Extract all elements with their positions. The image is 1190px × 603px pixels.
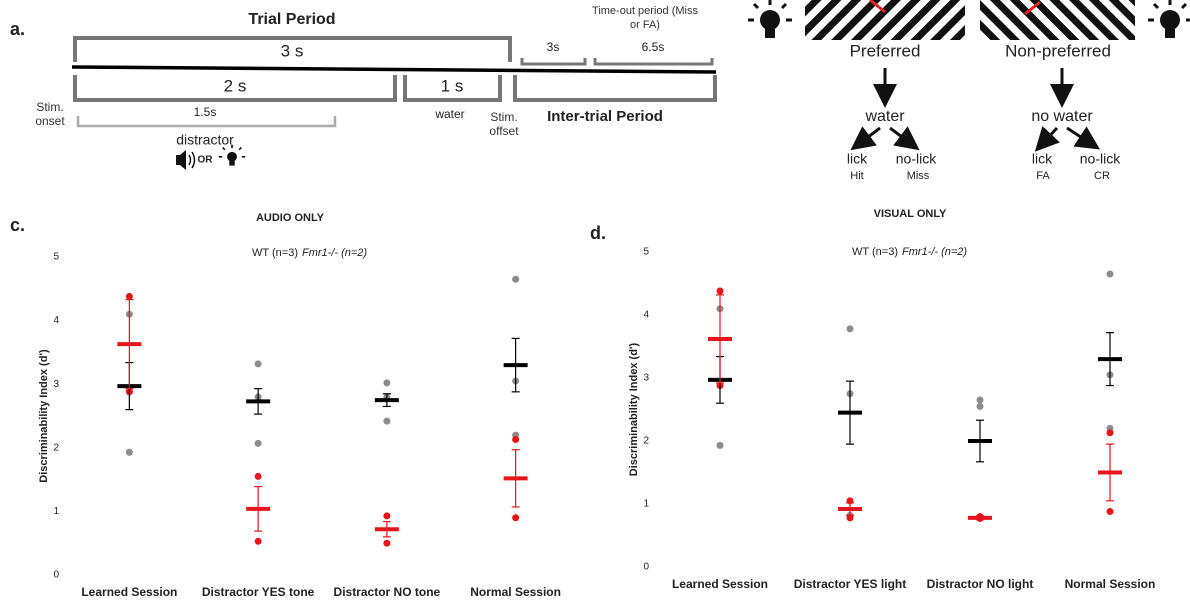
result: Miss	[907, 170, 930, 182]
annotation: Time-out period (Miss or FA)	[592, 5, 698, 31]
data-point	[976, 402, 984, 410]
duration: 6.5s	[642, 40, 665, 54]
x-tick-label: Distractor NO light	[927, 577, 1034, 591]
event-label: Stim. offset	[489, 110, 519, 138]
duration: 3 s	[281, 41, 304, 60]
x-tick-label: Learned Session	[672, 577, 768, 591]
data-point	[512, 514, 520, 522]
grating	[980, 0, 1135, 40]
data-point	[846, 514, 854, 522]
x-tick-label: Learned Session	[81, 585, 177, 599]
x-tick-label: Distractor YES tone	[202, 585, 315, 599]
event-label: water	[434, 107, 464, 121]
y-tick-label: 5	[53, 252, 59, 263]
panel-label: d.	[590, 223, 606, 243]
y-axis-label: Discriminability Index (d')	[628, 342, 640, 476]
outcome: water	[864, 108, 905, 125]
data-point	[512, 436, 520, 444]
y-tick-label: 5	[643, 247, 649, 258]
duration: 2 s	[224, 76, 247, 95]
y-axis-label: Discriminability Index (d')	[38, 349, 50, 483]
direction-arrow	[869, 0, 886, 14]
response: lick	[847, 151, 868, 167]
response: lick	[1032, 151, 1053, 167]
data-point	[1106, 429, 1114, 437]
data-point	[976, 396, 984, 404]
x-tick-label: Distractor NO tone	[334, 585, 441, 599]
y-tick-label: 1	[53, 506, 59, 517]
panel-label: c.	[10, 215, 25, 235]
outcome: no water	[1031, 108, 1093, 125]
bulb-icon	[1148, 0, 1190, 38]
data-point	[383, 512, 391, 520]
legend-entry: Fmr1-/- (n=2)	[902, 246, 967, 258]
x-tick-label: Distractor YES light	[794, 577, 906, 591]
data-point	[512, 275, 520, 283]
duration: 1 s	[441, 76, 464, 95]
data-point	[254, 360, 262, 368]
data-point	[846, 325, 854, 333]
timeline	[73, 36, 717, 128]
y-tick-label: 2	[53, 442, 59, 453]
chart-title: VISUAL ONLY	[874, 208, 947, 220]
bulb-icon	[218, 144, 246, 166]
data-point	[1106, 508, 1114, 516]
legend-entry: WT (n=3)	[852, 246, 898, 258]
result: Hit	[850, 170, 863, 182]
legend-entry: Fmr1-/- (n=2)	[302, 247, 367, 259]
response: no-lick	[1080, 151, 1121, 167]
result: CR	[1094, 170, 1110, 182]
direction-arrow	[1024, 0, 1041, 16]
x-tick-label: Normal Session	[470, 585, 561, 599]
y-tick-label: 3	[53, 379, 59, 390]
y-tick-label: 2	[643, 436, 649, 447]
duration: 1.5s	[194, 105, 217, 119]
speaker-icon	[176, 150, 196, 170]
legend-entry: WT (n=3)	[252, 247, 298, 259]
data-point	[383, 417, 391, 425]
data-point	[383, 539, 391, 547]
stimulus-label: Non-preferred	[1005, 41, 1111, 60]
time-axis	[71, 65, 717, 74]
bulb-icon	[748, 0, 792, 38]
period-label: Inter-trial Period	[547, 108, 663, 125]
response: no-lick	[896, 151, 937, 167]
y-tick-label: 0	[643, 562, 649, 573]
data-point	[254, 537, 262, 545]
data-point	[254, 472, 262, 480]
duration: 3s	[547, 40, 560, 54]
x-tick-label: Normal Session	[1065, 577, 1156, 591]
chart-title: AUDIO ONLY	[256, 212, 325, 224]
y-tick-label: 4	[643, 310, 649, 321]
data-point	[383, 379, 391, 387]
flow-arrows	[850, 68, 1101, 152]
data-point	[254, 439, 262, 447]
data-point	[125, 448, 133, 456]
y-tick-label: 3	[643, 373, 649, 384]
or-label: OR	[198, 155, 214, 166]
event-label: distractor	[176, 132, 234, 148]
y-tick-label: 1	[643, 499, 649, 510]
data-point	[716, 441, 724, 449]
data-point	[716, 287, 724, 295]
stimulus-label: Preferred	[850, 41, 921, 60]
event-label: Stim. onset	[35, 100, 65, 128]
result: FA	[1036, 170, 1050, 182]
y-tick-label: 0	[53, 570, 59, 581]
y-tick-label: 4	[53, 315, 59, 326]
data-point	[1106, 270, 1114, 278]
data-point	[125, 292, 133, 300]
panel-label: a.	[10, 19, 25, 39]
grating	[805, 0, 965, 40]
period-label: Trial Period	[248, 11, 335, 28]
